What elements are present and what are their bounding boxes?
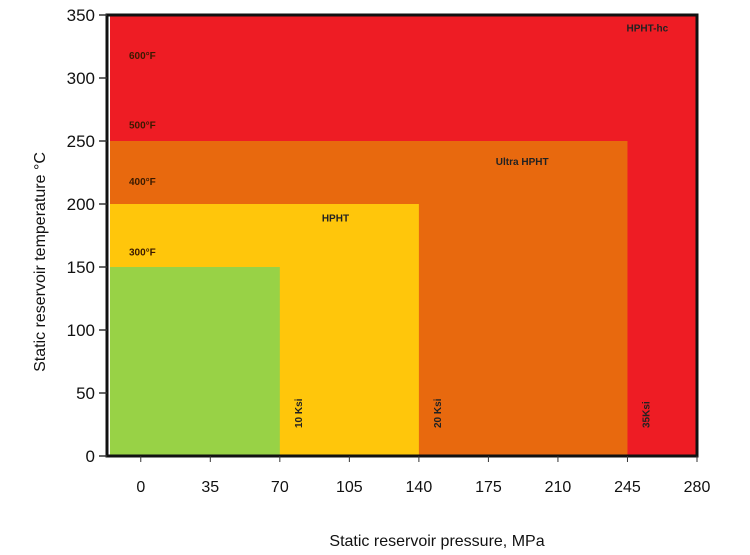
annotations-layer: HPHT-hc Ultra HPHT HPHT 600°F 500°F 400°F 300°… [129,23,669,428]
region-label-hpht: HPHT [322,214,349,225]
x-tick-label: 280 [684,479,711,496]
x-tick-label: 210 [545,479,572,496]
x-tick-labels: 0 35 70 105 140 175 210 245 280 [136,456,710,496]
pressure-label: 10 Ksi [294,398,305,428]
plot-frame [105,13,699,458]
temperature-label: 600°F [129,51,156,62]
y-tick-label: 50 [76,384,95,403]
temperature-label: 300°F [129,248,156,259]
x-axis-title: Static reservoir pressure, MPa [329,533,544,550]
y-tick-label: 200 [67,195,95,214]
x-tick-label: 70 [271,479,289,496]
x-tick-label: 175 [475,479,502,496]
pressure-label: 20 Ksi [433,398,444,428]
region-label-hpht-hc: HPHT-hc [627,23,669,34]
y-axis-title: Static reservoir temperature °C [32,152,49,372]
region-base-3 [110,267,280,456]
regions-layer [110,15,697,456]
y-tick-label: 300 [67,69,95,88]
temperature-label: 500°F [129,120,156,131]
x-tick-label: 105 [336,479,363,496]
y-tick-labels: 0 50 100 150 200 250 300 350 [67,6,107,466]
y-tick-label: 150 [67,258,95,277]
x-tick-label: 0 [136,479,145,496]
x-tick-label: 245 [614,479,641,496]
y-tick-label: 250 [67,132,95,151]
y-tick-label: 350 [67,6,95,25]
temperature-label: 400°F [129,177,156,188]
pressure-label: 35Ksi [641,401,652,428]
y-tick-label: 100 [67,321,95,340]
x-tick-label: 140 [406,479,433,496]
axes-layer [105,13,699,458]
x-tick-label: 35 [201,479,219,496]
region-label-ultra-hpht: Ultra HPHT [496,157,549,168]
y-tick-label: 0 [86,447,95,466]
